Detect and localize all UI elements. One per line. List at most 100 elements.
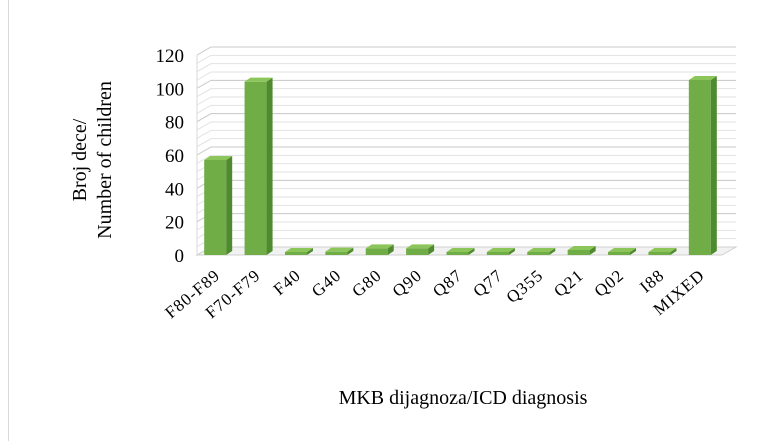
x-tick-label: F40 <box>270 266 305 299</box>
bar-front <box>446 252 469 255</box>
x-tick-label: Q21 <box>550 266 587 301</box>
gridline-minor <box>196 204 736 214</box>
y-tick-label: 100 <box>156 79 185 100</box>
gridline-minor <box>196 129 736 139</box>
bar <box>406 244 435 255</box>
bar-front <box>204 160 227 255</box>
bar-front <box>648 252 671 255</box>
y-tick-label: 120 <box>156 46 185 67</box>
gridline-minor <box>196 121 736 131</box>
y-tick-label: 20 <box>165 213 184 234</box>
bar <box>608 248 637 255</box>
bar-side <box>266 77 273 256</box>
bar <box>688 76 717 255</box>
gridlines <box>196 46 736 256</box>
x-tick-label: Q02 <box>591 266 628 301</box>
bar-side <box>670 248 677 255</box>
bar <box>244 77 273 256</box>
bar-side <box>306 248 313 255</box>
bar-top <box>446 248 475 252</box>
gridline-minor <box>196 63 736 73</box>
x-tick-label: Q87 <box>429 266 466 301</box>
bar-top <box>365 244 394 249</box>
y-tick-label: 60 <box>165 146 184 167</box>
bar <box>567 246 596 255</box>
gridline-minor <box>196 71 736 81</box>
bar-top <box>527 248 556 252</box>
bar <box>486 248 515 255</box>
gridline-major <box>196 113 736 123</box>
y-axis-label-line2: Number of children <box>94 81 116 239</box>
gridline-major <box>196 79 736 89</box>
gridline-minor <box>196 238 736 248</box>
gridline-minor <box>196 96 736 106</box>
bar-side <box>226 156 233 255</box>
bar <box>325 247 354 255</box>
bar <box>446 248 475 255</box>
bar-top <box>648 248 677 252</box>
bar-side <box>630 248 637 255</box>
y-tick-label: 80 <box>165 113 184 134</box>
gridline-minor <box>196 104 736 114</box>
frame-left-border <box>8 0 9 441</box>
bar-side <box>710 76 717 255</box>
bar-front <box>244 81 267 256</box>
bar-front <box>284 252 307 255</box>
gridline-minor <box>196 88 736 98</box>
x-tick-label: G80 <box>348 266 385 301</box>
bar-top <box>486 248 515 252</box>
bar <box>284 248 313 255</box>
gridline-minor <box>196 229 736 239</box>
bar-side <box>589 246 596 255</box>
bars <box>204 76 717 256</box>
bar-front <box>567 250 590 255</box>
x-tick-label: G40 <box>308 266 345 301</box>
bar-top <box>406 244 435 249</box>
x-tick-label: Q90 <box>389 266 426 301</box>
gridline-minor <box>196 221 736 231</box>
bar-top <box>608 248 637 252</box>
bar-top <box>325 247 354 252</box>
gridline-major <box>196 146 736 156</box>
gridline-minor <box>196 196 736 206</box>
bar-front <box>688 80 711 255</box>
y-tick-label: 40 <box>165 179 184 200</box>
bar-top <box>204 156 233 160</box>
y-axis-label-line1: Broj dece/ <box>69 118 91 201</box>
gridline-minor <box>196 154 736 164</box>
bar-front <box>365 248 388 255</box>
bar-side <box>468 248 475 255</box>
bar-front <box>608 252 631 255</box>
gridline-major <box>196 213 736 223</box>
y-tick-label: 0 <box>175 246 185 267</box>
bar <box>648 248 677 255</box>
bar-top <box>567 246 596 250</box>
bar-side <box>508 248 515 255</box>
bar <box>365 244 394 255</box>
bar-front <box>325 251 348 255</box>
bar-front <box>406 248 429 255</box>
bar-top <box>244 77 273 82</box>
x-tick-label: Q77 <box>470 266 507 301</box>
bar-front <box>486 252 509 255</box>
y-axis-ticks: 0 20 40 60 80 100 120 <box>156 46 185 267</box>
x-tick-label: Q355 <box>503 266 547 307</box>
gridline-minor <box>196 188 736 198</box>
gridline-minor <box>196 54 736 64</box>
bar-top <box>284 248 313 252</box>
gridline-major <box>196 46 736 56</box>
bar-side <box>387 244 394 255</box>
bar-side <box>428 244 435 255</box>
gridline-major <box>196 179 736 189</box>
bar-front <box>527 252 550 255</box>
gridline-minor <box>196 171 736 181</box>
bar <box>527 248 556 255</box>
gridline-minor <box>196 138 736 148</box>
bar-top <box>688 76 717 80</box>
gridline-minor <box>196 163 736 173</box>
bar-side <box>347 247 354 255</box>
bar-side <box>549 248 556 255</box>
